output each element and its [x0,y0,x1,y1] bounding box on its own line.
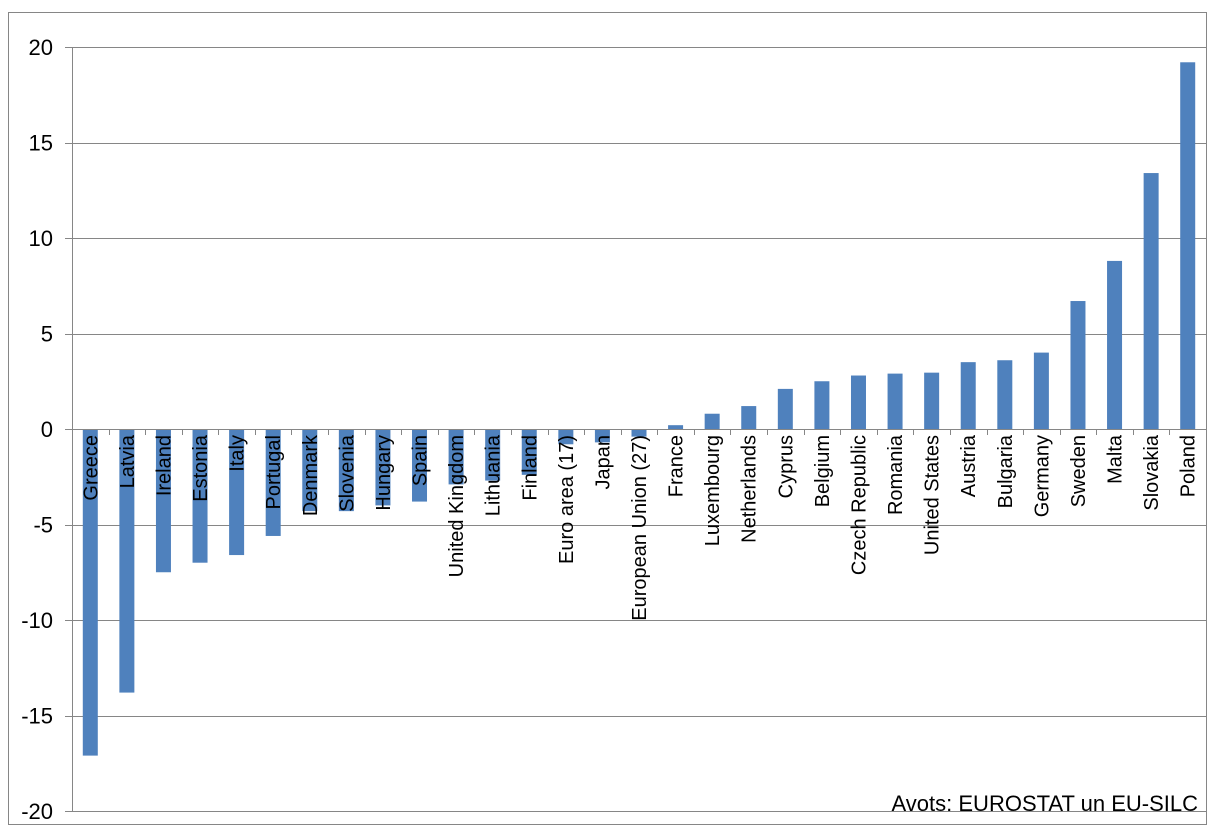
bar [887,373,903,429]
category-label: Euro area (17) [556,435,578,564]
category-label: United Kingdom [446,435,468,577]
bar [521,429,537,475]
category-label: Spain [410,435,432,486]
category-label: Denmark [300,434,322,516]
category-label: Italy [227,435,249,472]
bar [229,429,245,556]
category-label: Bulgaria [995,434,1017,508]
y-tick-labels: 20 15 10 5 0 -5 -10 -15 -20 [21,35,53,824]
bar [960,362,976,429]
y-tick-label: 0 [41,417,53,442]
y-tick-label: 5 [41,322,53,347]
bar [558,429,574,445]
category-label: Latvia [117,434,139,488]
category-label: France [666,435,688,497]
category-label: Ireland [153,435,175,496]
bar [668,425,684,429]
bar [704,413,720,429]
bar [192,429,208,563]
bar [924,372,940,429]
category-label: United States [922,435,944,555]
category-label: Japan [592,435,614,490]
bar [1143,173,1159,429]
category-label: Portugal [263,435,285,510]
bar [375,429,391,506]
chart-border [8,12,1207,825]
bar [814,381,830,429]
y-tick-label: 15 [29,131,53,156]
category-label: Estonia [190,434,212,502]
y-tick-label: 10 [29,226,53,251]
category-label: European Union (27) [629,435,651,621]
category-label: Cyprus [775,435,797,498]
bar [448,429,464,485]
y-tick-label: -5 [33,513,53,538]
category-label: Luxembourg [702,435,724,546]
bar [412,429,428,502]
bar [741,406,757,429]
category-label: Austria [958,434,980,497]
category-labels: Greece Latvia Ireland Estonia Italy Portugal D… [80,434,1199,621]
bar [119,429,135,693]
category-label: Lithuania [483,434,505,516]
bar [265,429,281,536]
bar [997,360,1013,429]
category-label: Malta [1105,434,1127,484]
bar [338,429,354,512]
category-label: Romania [885,434,907,515]
bar [850,375,866,429]
category-label: Germany [1031,435,1053,517]
category-label: Hungary [373,435,395,511]
bar [777,388,793,429]
axes [72,47,1207,811]
bar [1107,260,1123,429]
bar [1033,352,1049,429]
bar [82,429,98,756]
category-label: Poland [1178,435,1200,497]
bar [631,429,647,437]
y-tick-label: -20 [21,799,53,824]
y-tick-label: -15 [21,704,53,729]
bar [485,429,501,481]
category-label: Greece [80,435,102,501]
category-label: Sweden [1068,435,1090,507]
category-label: Slovakia [1141,434,1163,510]
y-tick-label: -10 [21,608,53,633]
y-tick-label: 20 [29,35,53,60]
bar [1180,62,1196,429]
category-label: Netherlands [739,435,761,543]
source-annotation: Avots: EUROSTAT un EU-SILC [892,791,1199,816]
bar [594,429,610,443]
category-label: Czech Republic [848,435,870,575]
bar [302,429,318,512]
bars [82,62,1196,756]
category-label: Slovenia [336,434,358,512]
bar [155,429,171,573]
bar [1070,301,1086,429]
category-label: Belgium [812,435,834,507]
category-label: Finland [519,435,541,501]
